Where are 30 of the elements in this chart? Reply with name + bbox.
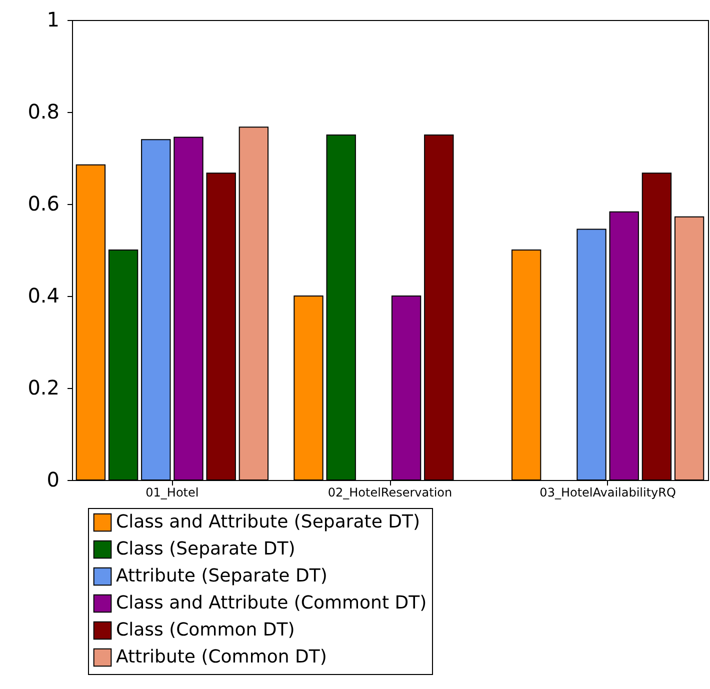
bar xyxy=(424,134,454,480)
x-tick-label: 01_Hotel xyxy=(146,486,199,500)
bar xyxy=(326,134,356,480)
y-tick-label: 0.8 xyxy=(28,100,60,124)
bar xyxy=(609,211,639,480)
bar xyxy=(642,172,672,480)
bar xyxy=(76,164,106,480)
bar xyxy=(674,216,704,480)
y-tick-label: 0.2 xyxy=(28,376,60,400)
x-tick-label: 03_HotelAvailabilityRQ xyxy=(540,486,676,500)
y-tick-label: 1 xyxy=(46,8,60,32)
y-tick-label: 0 xyxy=(46,468,60,492)
bar xyxy=(206,172,236,480)
bar xyxy=(238,126,269,480)
bar xyxy=(511,250,542,480)
bar xyxy=(141,139,171,480)
legend-label: Class (Separate DT) xyxy=(116,538,296,560)
bar xyxy=(576,228,606,480)
bar xyxy=(108,250,138,480)
bar xyxy=(174,136,204,480)
legend-label: Attribute (Separate DT) xyxy=(116,566,328,586)
legend-label: Class and Attribute (Separate DT) xyxy=(116,512,420,532)
bar xyxy=(294,296,324,480)
y-tick-label: 0.4 xyxy=(28,284,60,308)
bar xyxy=(391,296,422,480)
y-tick-label: 0.6 xyxy=(28,192,60,216)
legend-label: Class (Common DT) xyxy=(116,620,295,640)
legend-label: Attribute (Common DT) xyxy=(116,646,327,668)
x-tick-label: 02_HotelReservation xyxy=(328,486,452,500)
legend-label: Class and Attribute (Commont DT) xyxy=(116,592,427,614)
